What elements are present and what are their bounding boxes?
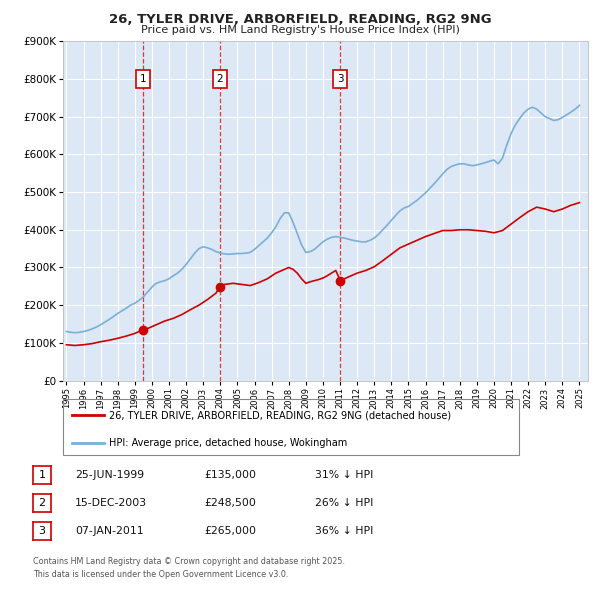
Text: This data is licensed under the Open Government Licence v3.0.: This data is licensed under the Open Gov… xyxy=(33,571,289,579)
Text: 26, TYLER DRIVE, ARBORFIELD, READING, RG2 9NG (detached house): 26, TYLER DRIVE, ARBORFIELD, READING, RG… xyxy=(109,410,451,420)
Text: 25-JUN-1999: 25-JUN-1999 xyxy=(75,470,144,480)
Text: 07-JAN-2011: 07-JAN-2011 xyxy=(75,526,143,536)
Text: £265,000: £265,000 xyxy=(204,526,256,536)
Text: Contains HM Land Registry data © Crown copyright and database right 2025.: Contains HM Land Registry data © Crown c… xyxy=(33,558,345,566)
Text: 31% ↓ HPI: 31% ↓ HPI xyxy=(315,470,373,480)
Text: £248,500: £248,500 xyxy=(204,498,256,507)
Text: 15-DEC-2003: 15-DEC-2003 xyxy=(75,498,147,507)
Text: 1: 1 xyxy=(140,74,146,84)
Text: 3: 3 xyxy=(38,526,46,536)
Text: 36% ↓ HPI: 36% ↓ HPI xyxy=(315,526,373,536)
Text: 2: 2 xyxy=(38,498,46,507)
Text: 2: 2 xyxy=(217,74,223,84)
Text: 1: 1 xyxy=(38,470,46,480)
Text: Price paid vs. HM Land Registry's House Price Index (HPI): Price paid vs. HM Land Registry's House … xyxy=(140,25,460,35)
Text: 26, TYLER DRIVE, ARBORFIELD, READING, RG2 9NG: 26, TYLER DRIVE, ARBORFIELD, READING, RG… xyxy=(109,13,491,26)
Text: £135,000: £135,000 xyxy=(204,470,256,480)
Text: 26% ↓ HPI: 26% ↓ HPI xyxy=(315,498,373,507)
Text: 3: 3 xyxy=(337,74,344,84)
Text: HPI: Average price, detached house, Wokingham: HPI: Average price, detached house, Woki… xyxy=(109,438,347,448)
